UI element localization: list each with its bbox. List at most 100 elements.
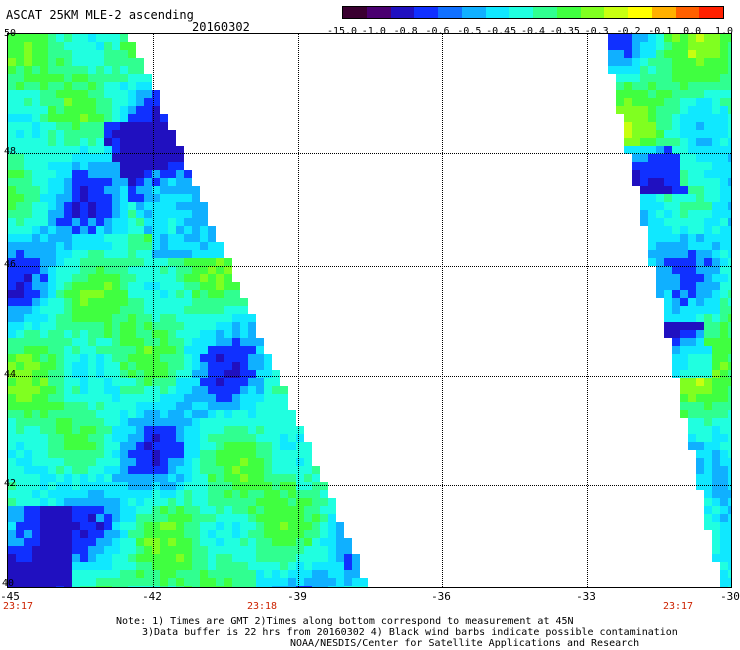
swath-cell: [128, 258, 136, 266]
swath-cell: [56, 498, 64, 506]
swath-cell: [32, 194, 40, 202]
swath-cell: [64, 290, 72, 298]
swath-cell: [240, 394, 248, 402]
swath-cell: [288, 498, 296, 506]
swath-cell: [48, 242, 56, 250]
swath-cell: [8, 362, 16, 370]
swath-cell: [48, 42, 56, 50]
swath-cell: [664, 170, 672, 178]
swath-cell: [112, 250, 120, 258]
swath-cell: [304, 586, 312, 587]
swath-cell: [728, 74, 731, 82]
swath-cell: [712, 298, 720, 306]
swath-cell: [160, 234, 168, 242]
swath-cell: [624, 66, 632, 74]
swath-cell: [208, 546, 216, 554]
swath-cell: [200, 434, 208, 442]
swath-cell: [144, 418, 152, 426]
swath-cell: [80, 314, 88, 322]
swath-cell: [112, 202, 120, 210]
swath-cell: [96, 50, 104, 58]
swath-cell: [48, 282, 56, 290]
swath-cell: [8, 418, 16, 426]
swath-cell: [8, 306, 16, 314]
swath-cell: [312, 586, 320, 587]
swath-cell: [120, 442, 128, 450]
swath-cell: [256, 418, 264, 426]
swath-cell: [312, 538, 320, 546]
swath-cell: [152, 370, 160, 378]
swath-cell: [112, 546, 120, 554]
swath-cell: [96, 354, 104, 362]
swath-cell: [192, 250, 200, 258]
swath-cell: [96, 202, 104, 210]
swath-cell: [136, 370, 144, 378]
swath-cell: [168, 138, 176, 146]
swath-cell: [224, 274, 232, 282]
swath-cell: [48, 514, 56, 522]
swath-cell: [656, 146, 664, 154]
swath-cell: [248, 322, 256, 330]
swath-cell: [32, 242, 40, 250]
swath-cell: [168, 434, 176, 442]
swath-cell: [720, 202, 728, 210]
swath-cell: [24, 170, 32, 178]
swath-cell: [88, 418, 96, 426]
swath-cell: [104, 474, 112, 482]
swath-cell: [320, 554, 328, 562]
colorbar-tick-label: -0.5: [457, 26, 482, 37]
swath-cell: [240, 530, 248, 538]
swath-cell: [696, 274, 704, 282]
swath-cell: [728, 122, 731, 130]
swath-cell: [120, 426, 128, 434]
swath-cell: [656, 42, 664, 50]
swath-cell: [168, 474, 176, 482]
swath-cell: [672, 322, 680, 330]
swath-cell: [696, 34, 704, 42]
swath-cell: [176, 578, 184, 586]
swath-cell: [664, 306, 672, 314]
swath-cell: [112, 210, 120, 218]
swath-cell: [16, 370, 24, 378]
swath-cell: [680, 362, 688, 370]
swath-cell: [120, 162, 128, 170]
swath-cell: [80, 234, 88, 242]
swath-cell: [120, 434, 128, 442]
swath-cell: [144, 354, 152, 362]
swath-cell: [712, 330, 720, 338]
swath-cell: [184, 450, 192, 458]
swath-cell: [96, 466, 104, 474]
swath-cell: [40, 562, 48, 570]
swath-cell: [704, 434, 712, 442]
swath-cell: [104, 570, 112, 578]
swath-cell: [56, 274, 64, 282]
swath-cell: [672, 298, 680, 306]
swath-cell: [240, 402, 248, 410]
swath-cell: [688, 418, 696, 426]
swath-cell: [96, 210, 104, 218]
swath-cell: [208, 530, 216, 538]
swath-cell: [32, 122, 40, 130]
swath-cell: [96, 274, 104, 282]
swath-cell: [72, 482, 80, 490]
swath-cell: [184, 314, 192, 322]
swath-cell: [48, 530, 56, 538]
swath-cell: [192, 290, 200, 298]
swath-cell: [128, 394, 136, 402]
swath-cell: [160, 242, 168, 250]
swath-cell: [136, 170, 144, 178]
swath-cell: [304, 546, 312, 554]
swath-cell: [712, 226, 720, 234]
swath-cell: [88, 42, 96, 50]
swath-cell: [48, 258, 56, 266]
swath-cell: [8, 106, 16, 114]
swath-cell: [64, 514, 72, 522]
swath-cell: [64, 450, 72, 458]
swath-cell: [664, 178, 672, 186]
swath-cell: [680, 378, 688, 386]
swath-cell: [232, 434, 240, 442]
swath-cell: [264, 562, 272, 570]
swath-cell: [712, 218, 720, 226]
swath-cell: [24, 442, 32, 450]
swath-cell: [80, 458, 88, 466]
